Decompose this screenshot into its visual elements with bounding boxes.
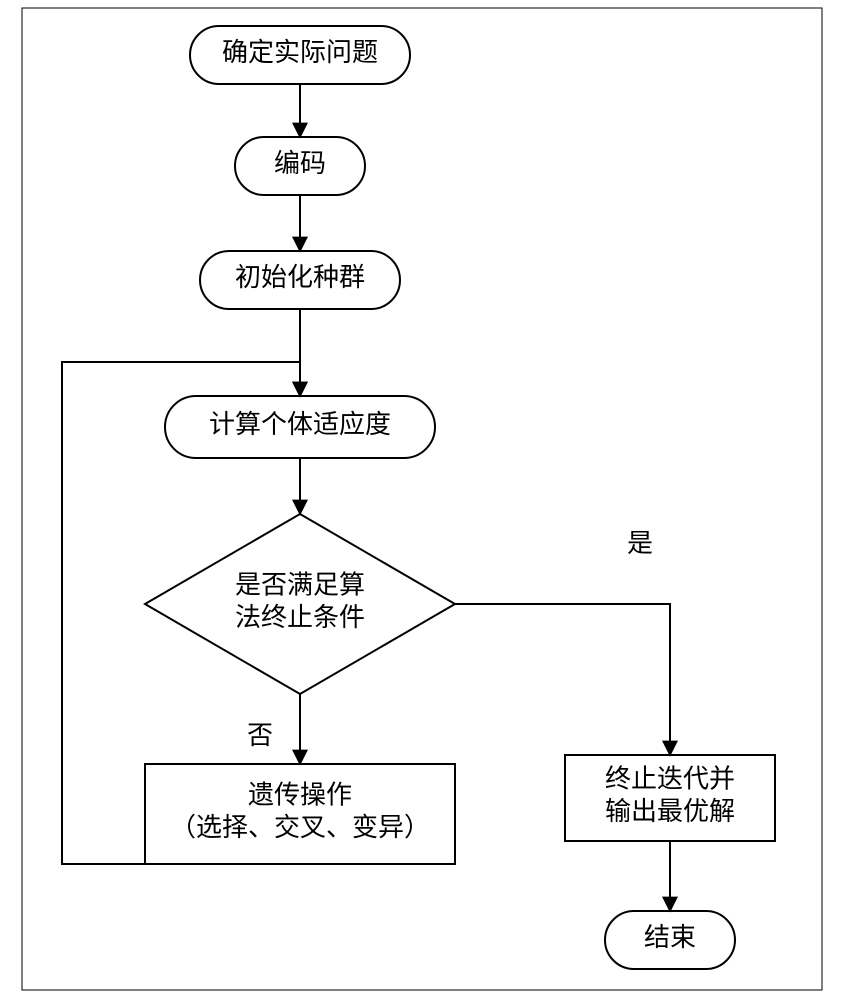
- node-label-line: 输出最优解: [605, 797, 735, 826]
- edge-label: 是: [627, 529, 653, 558]
- node-n7: 终止迭代并输出最优解: [565, 755, 775, 841]
- node-label-line: 是否满足算: [235, 571, 365, 600]
- edge-label: 否: [247, 721, 273, 750]
- node-n1: 确定实际问题: [190, 26, 410, 84]
- node-n6: 遗传操作 （选择、交叉、变异）: [145, 764, 455, 864]
- node-label-line: （选择、交叉、变异）: [170, 813, 430, 842]
- node-label-line: 法终止条件: [235, 603, 365, 632]
- node-label: 初始化种群: [235, 263, 365, 292]
- node-label-line: 终止迭代并: [605, 765, 735, 794]
- node-label-line: 遗传操作: [248, 781, 352, 810]
- node-label: 结束: [644, 923, 696, 952]
- node-label: 计算个体适应度: [209, 410, 391, 439]
- flowchart-canvas: 确定实际问题编码初始化种群计算个体适应度是否满足算法终止条件遗传操作 （选择、交叉…: [0, 0, 858, 1000]
- node-label: 确定实际问题: [222, 38, 378, 67]
- node-n3: 初始化种群: [200, 251, 400, 309]
- node-n2: 编码: [235, 137, 365, 195]
- node-n5: 是否满足算法终止条件: [145, 514, 455, 694]
- node-label: 编码: [274, 149, 326, 178]
- node-n4: 计算个体适应度: [165, 396, 435, 458]
- edge-5: [455, 604, 670, 755]
- node-n8: 结束: [605, 911, 735, 969]
